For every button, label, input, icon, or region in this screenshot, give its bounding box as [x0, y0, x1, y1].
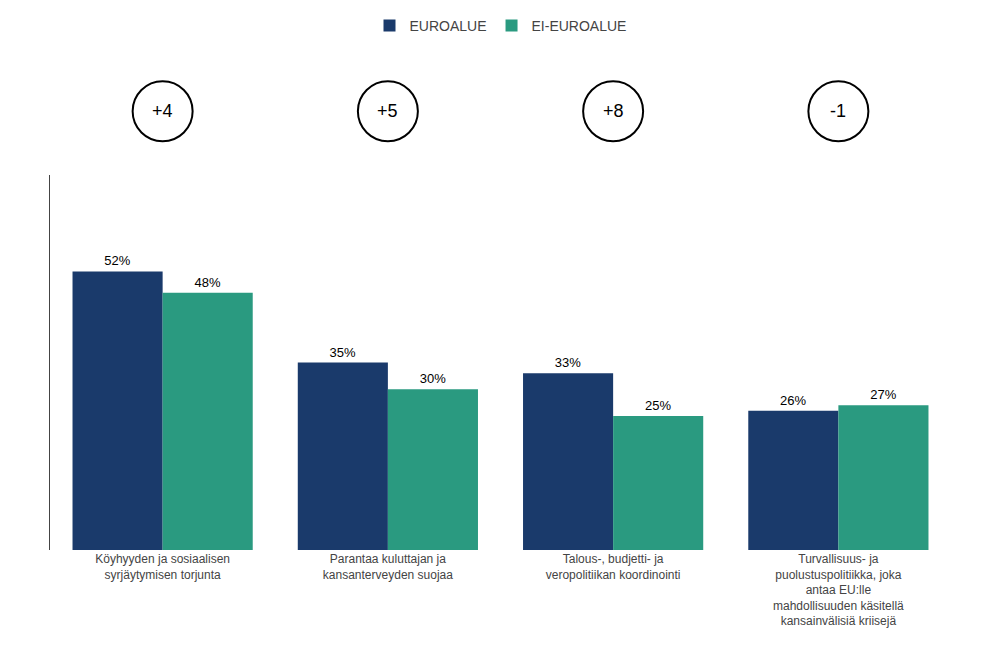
- svg-text:Köyhyyden ja sosiaalisensyrjäy: Köyhyyden ja sosiaalisensyrjäytymisen to…: [95, 552, 230, 582]
- svg-text:+8: +8: [603, 101, 624, 121]
- svg-text:EUROALUE: EUROALUE: [410, 18, 487, 34]
- svg-text:Turvallisuus- japuolustuspolit: Turvallisuus- japuolustuspolitiikka, jok…: [773, 552, 904, 628]
- svg-text:Talous-, budjetti- javeropolit: Talous-, budjetti- javeropolitiikan koor…: [546, 552, 681, 582]
- svg-text:35%: 35%: [330, 345, 356, 360]
- svg-text:+5: +5: [377, 101, 398, 121]
- svg-text:EI-EUROALUE: EI-EUROALUE: [532, 18, 627, 34]
- svg-text:Parantaa kuluttajan jakansante: Parantaa kuluttajan jakansanterveyden su…: [323, 552, 453, 582]
- svg-text:33%: 33%: [555, 355, 581, 370]
- svg-text:48%: 48%: [194, 275, 220, 290]
- svg-text:25%: 25%: [645, 398, 671, 413]
- svg-text:+4: +4: [152, 101, 173, 121]
- svg-text:27%: 27%: [870, 387, 896, 402]
- svg-text:26%: 26%: [780, 393, 806, 408]
- svg-text:30%: 30%: [420, 371, 446, 386]
- svg-text:52%: 52%: [104, 253, 130, 268]
- svg-text:-1: -1: [830, 101, 846, 121]
